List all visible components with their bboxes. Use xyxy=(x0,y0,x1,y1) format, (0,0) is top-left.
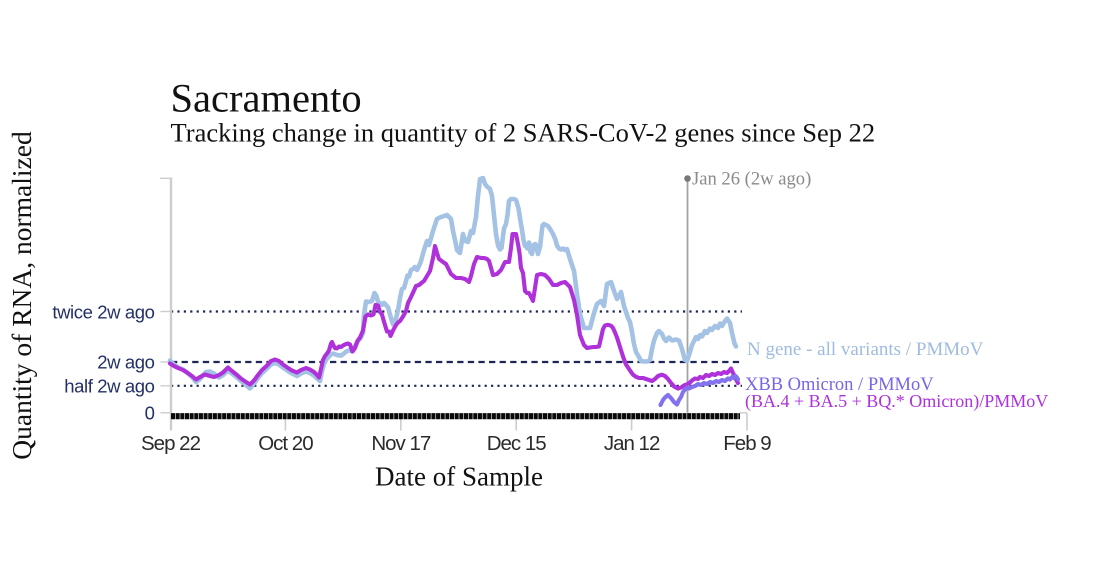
svg-text:XBB Omicron / PMMoV: XBB Omicron / PMMoV xyxy=(745,375,934,395)
svg-text:Feb 9: Feb 9 xyxy=(723,432,771,455)
svg-text:Jan 26 (2w ago): Jan 26 (2w ago) xyxy=(692,168,811,189)
svg-text:(BA.4 + BA.5 + BQ.* Omicron)/P: (BA.4 + BA.5 + BQ.* Omicron)/PMMoV xyxy=(745,391,1048,412)
svg-text:N gene - all variants / PMMoV: N gene - all variants / PMMoV xyxy=(747,339,984,360)
svg-text:Quantity of RNA, normalized: Quantity of RNA, normalized xyxy=(6,131,37,460)
svg-text:2w ago: 2w ago xyxy=(97,352,154,373)
svg-text:Nov 17: Nov 17 xyxy=(371,432,431,455)
svg-text:Tracking change in quantity of: Tracking change in quantity of 2 SARS-Co… xyxy=(171,118,876,148)
svg-text:Oct 20: Oct 20 xyxy=(258,432,313,455)
svg-text:Sacramento: Sacramento xyxy=(171,76,362,121)
svg-text:twice 2w ago: twice 2w ago xyxy=(52,302,154,323)
svg-text:half 2w ago: half 2w ago xyxy=(64,376,154,397)
svg-text:Dec 15: Dec 15 xyxy=(487,432,547,455)
svg-text:Sep 22: Sep 22 xyxy=(141,432,201,455)
svg-text:Date of Sample: Date of Sample xyxy=(375,461,543,491)
svg-text:Jan 12: Jan 12 xyxy=(604,432,660,455)
svg-text:0: 0 xyxy=(145,402,155,423)
